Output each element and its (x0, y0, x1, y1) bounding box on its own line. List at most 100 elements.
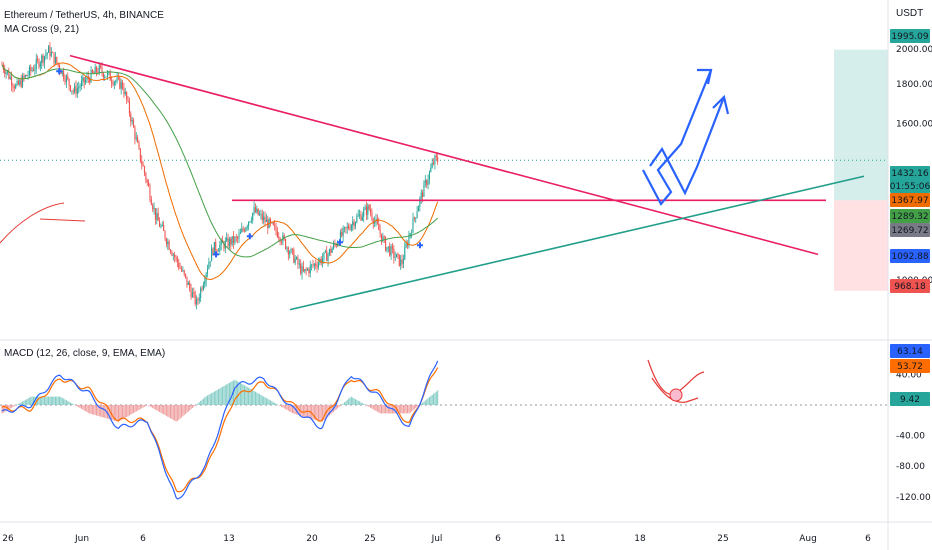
candle-body (95, 66, 98, 73)
candle-body (130, 113, 132, 122)
macd-histogram-bar (287, 405, 289, 411)
time-tick-label: 6 (140, 534, 146, 544)
macd-histogram-bar (176, 405, 178, 422)
candle-body (260, 213, 262, 215)
candle-body (430, 167, 432, 172)
candle-body (180, 268, 183, 271)
candle-body (13, 86, 15, 89)
macd-histogram-bar (401, 405, 403, 414)
candle-body (11, 77, 13, 86)
macd-histogram-bar (119, 405, 121, 421)
candle-body (289, 252, 291, 255)
macd-histogram-bar (189, 405, 191, 411)
macd-histogram-bar (128, 405, 130, 416)
macd-histogram-bar (108, 405, 110, 420)
candle-body (119, 77, 121, 89)
macd-histogram-bar (342, 403, 344, 405)
macd-histogram-bar (256, 392, 258, 405)
macd-histogram-bar (253, 390, 255, 405)
candle-body (27, 74, 29, 76)
macd-histogram-bar (353, 398, 355, 405)
candle-body (211, 248, 213, 262)
candle-body (297, 257, 299, 265)
macd-histogram-bar (159, 405, 161, 412)
ma-cross-indicator-label[interactable]: MA Cross (9, 21) (4, 24, 80, 35)
candle-body (327, 254, 329, 261)
macd-histogram-bar (270, 400, 272, 405)
macd-histogram-bar (71, 403, 73, 405)
macd-badge: 9.42 (900, 395, 920, 405)
time-tick-label: 6 (495, 534, 501, 544)
candle-body (169, 249, 172, 253)
candle-body (252, 212, 254, 221)
candle-body (160, 225, 162, 227)
price-badge-bg (890, 209, 930, 223)
candle-body (8, 71, 10, 79)
candle-body (30, 66, 32, 71)
macd-histogram-bar (424, 400, 426, 405)
candle-body (134, 127, 136, 139)
candle-body (226, 237, 228, 241)
candle-body (146, 180, 148, 183)
macd-histogram-bar (398, 405, 400, 414)
macd-histogram-bar (415, 405, 417, 409)
candle-body (223, 242, 225, 249)
time-tick-label: 13 (223, 534, 234, 544)
macd-histogram-bar (167, 405, 169, 417)
macd-histogram-bar (241, 383, 243, 405)
candle-body (419, 198, 421, 207)
macd-histogram-bar (172, 405, 174, 420)
candle-body (41, 55, 43, 64)
macd-histogram-bar (100, 405, 102, 417)
macd-histogram-bar (80, 405, 82, 409)
macd-histogram-bar (219, 388, 221, 405)
candle-body (296, 257, 298, 259)
macd-histogram-bar (112, 405, 114, 421)
candle-body (408, 236, 410, 246)
candle-body (67, 76, 69, 79)
candle-body (364, 206, 366, 210)
macd-histogram-bar (237, 381, 239, 405)
macd-histogram-bar (33, 396, 35, 405)
macd-histogram-bar (79, 405, 81, 409)
candle-body (371, 212, 373, 220)
macd-indicator-label[interactable]: MACD (12, 26, close, 9, EMA, EMA) (4, 348, 166, 359)
macd-histogram-bar (113, 405, 115, 421)
macd-histogram-bar (435, 391, 437, 405)
candle-body (24, 75, 26, 78)
candle-body (331, 248, 333, 253)
candle-body (237, 237, 239, 239)
macd-histogram-bar (257, 393, 259, 405)
time-tick-label: 11 (554, 534, 565, 544)
macd-histogram-bar (330, 405, 332, 415)
macd-histogram-bar (216, 389, 218, 405)
macd-histogram-bar (104, 405, 106, 418)
macd-histogram-bar (413, 405, 415, 410)
macd-histogram-bar (149, 405, 151, 407)
macd-histogram-bar (194, 405, 196, 406)
macd-histogram-bar (131, 405, 133, 414)
candle-body (426, 180, 428, 185)
candle-body (254, 207, 256, 213)
macd-histogram-bar (117, 405, 119, 422)
macd-histogram-bar (52, 396, 54, 405)
macd-histogram-bar (180, 405, 182, 418)
projection-arrowhead-2 (712, 94, 730, 115)
candle-body (323, 252, 325, 259)
candle-body (409, 233, 411, 237)
candle-body (242, 228, 244, 230)
candle-body (104, 76, 106, 78)
macd-histogram-bar (157, 405, 159, 412)
candle-body (116, 77, 118, 82)
macd-histogram-bar (220, 387, 222, 405)
macd-histogram-bar (90, 405, 92, 414)
macd-histogram-bar (383, 405, 385, 414)
candle-body (305, 269, 307, 271)
candle-body (368, 205, 370, 210)
candle-body (208, 262, 210, 270)
macd-histogram-bar (102, 405, 104, 418)
candle-body (198, 298, 200, 301)
macd-histogram-bar (27, 398, 29, 405)
macd-histogram-bar (170, 405, 172, 419)
